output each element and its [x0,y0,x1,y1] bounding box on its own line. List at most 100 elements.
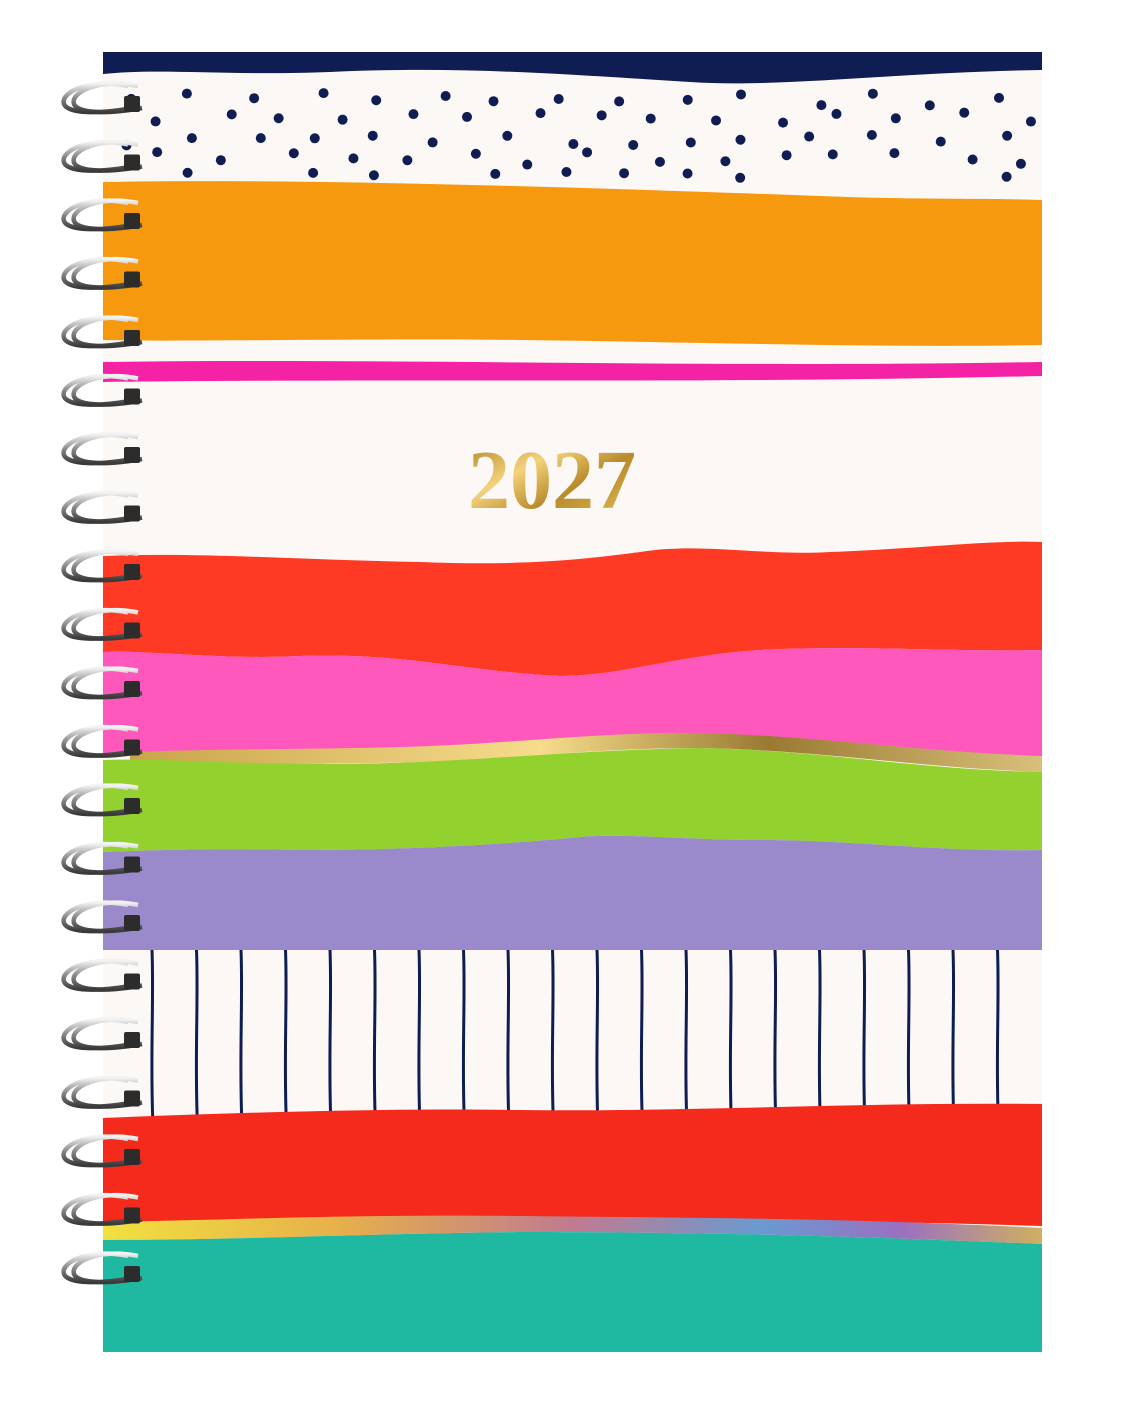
dot [402,155,413,166]
dot [318,88,329,99]
ring [71,783,143,817]
pinstripe [150,949,155,1126]
ring-hole [124,1207,140,1224]
ring [71,1251,143,1285]
ring-hole [124,271,140,288]
pinstripe [328,949,333,1126]
ring-hole [124,798,140,814]
dot [967,154,978,165]
dot [249,93,260,104]
ring-hole [124,388,140,405]
dot [522,159,533,170]
pinstripe [239,949,244,1126]
ring-hole [124,973,140,990]
dot [371,95,382,106]
dot [535,108,546,119]
cover: 2027 [103,52,1042,1352]
ring [71,1017,143,1051]
dot [1001,171,1012,182]
dot [619,168,630,179]
ring [71,139,143,173]
dot [215,155,226,166]
dot [720,156,731,167]
navy-band [103,52,1042,84]
dot [150,116,161,127]
ring-hole [124,1149,140,1165]
dot [182,167,193,178]
pinstripe [461,949,466,1126]
dot [367,130,378,141]
ring [71,900,143,934]
pinstripe [728,949,733,1126]
ring-hole [124,505,140,522]
dot [628,139,639,150]
ring-hole [124,447,140,463]
dot [1025,116,1036,127]
ring [71,1192,143,1226]
ring-hole [124,681,140,697]
ring [71,81,143,115]
dot [309,133,320,144]
ring [71,373,143,407]
red-band [103,541,1042,676]
green-band [103,748,1042,852]
dot [186,133,197,144]
dot [348,153,359,164]
pinstripe [906,949,911,1126]
ring-hole [124,739,140,756]
dot [308,167,319,178]
dot [427,137,438,148]
dot [288,148,299,159]
dot [831,108,842,119]
dot [924,100,935,111]
dot [735,172,746,183]
dot [866,130,877,141]
ring [71,315,143,349]
dot [935,136,946,147]
dot [645,113,656,124]
dot [553,93,564,104]
dot [561,167,572,178]
dot [582,147,593,158]
dot [654,156,665,167]
ring [71,724,143,758]
holographic-line [103,1215,1042,1244]
ring-hole [124,154,140,171]
pinstripe [951,949,956,1126]
dot [682,94,693,105]
ring [71,490,143,524]
dot [735,134,746,145]
pinstripe-pattern [150,949,1000,1126]
dot [1015,158,1026,169]
dot [255,133,266,144]
pinstripe [372,949,377,1126]
dot [614,96,625,107]
ring-hole [124,856,140,873]
pinstripe [995,949,1000,1126]
dot [596,110,607,121]
pinstripe [817,949,822,1126]
dot [778,117,789,128]
ring [71,958,143,992]
dot [502,130,513,141]
dot [273,113,284,124]
red-band-lower [103,1103,1042,1229]
ring-hole [124,96,140,112]
dot [816,100,827,111]
dot-pattern [121,88,1036,183]
ring [71,256,143,290]
ring-hole [124,1032,140,1048]
dot [994,92,1005,103]
dot [470,148,481,159]
dot [181,88,192,99]
pinstripe [506,949,511,1126]
dot [890,113,901,124]
pinstripe [862,949,867,1126]
ring [71,432,143,466]
pinstripe [639,949,644,1126]
ring [71,549,143,583]
ring-hole [124,915,140,931]
pinstripe [550,949,555,1126]
dot [226,109,237,120]
